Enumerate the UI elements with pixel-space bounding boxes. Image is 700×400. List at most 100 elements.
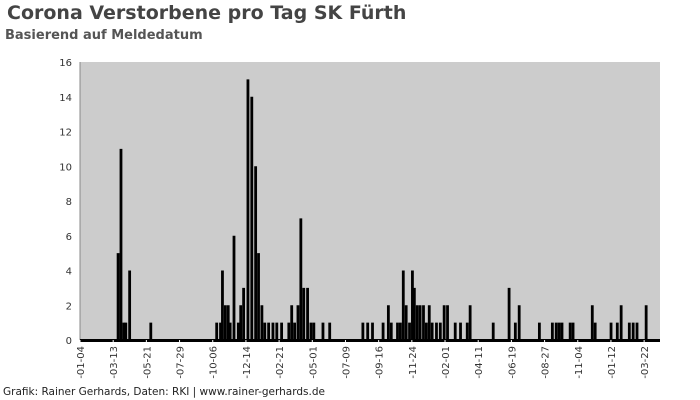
- data-bar: [468, 305, 472, 340]
- data-bar: [507, 287, 511, 340]
- data-bar: [242, 287, 246, 340]
- data-bar: [215, 322, 219, 340]
- y-tick-label: 8: [66, 197, 72, 208]
- data-bar: [280, 322, 284, 340]
- y-tick-label: 0: [66, 336, 72, 347]
- data-bar: [590, 305, 594, 340]
- chart-title: Corona Verstorbene pro Tag SK Fürth: [7, 2, 407, 24]
- x-tick-label: -01-04: [76, 346, 87, 379]
- x-tick-label: -05-01: [308, 346, 319, 379]
- data-bar: [128, 270, 132, 340]
- data-bar: [557, 322, 561, 340]
- data-bar: [396, 322, 399, 340]
- data-bar: [226, 305, 230, 340]
- data-bar: [627, 322, 631, 340]
- data-bar: [465, 322, 469, 340]
- data-bar: [122, 322, 126, 340]
- x-tick-label: -11-04: [574, 346, 585, 379]
- data-bar: [296, 305, 300, 340]
- data-bar: [119, 148, 123, 340]
- x-tick-label: -07-09: [341, 346, 352, 379]
- x-tick-label: -02-21: [275, 346, 286, 379]
- y-tick-label: 16: [59, 58, 72, 69]
- data-bar: [571, 322, 575, 340]
- data-bar: [287, 322, 291, 340]
- data-bar: [401, 270, 405, 340]
- data-bar: [228, 322, 232, 340]
- data-bar: [263, 322, 267, 340]
- data-bar: [615, 322, 619, 340]
- data-bar: [299, 218, 303, 340]
- data-bar: [404, 305, 408, 340]
- data-bar: [236, 322, 240, 340]
- plot-area: [80, 62, 660, 340]
- chart-subtitle: Basierend auf Meldedatum: [5, 28, 203, 43]
- data-bar: [644, 305, 648, 340]
- data-bar: [328, 322, 332, 340]
- data-bar: [381, 322, 385, 340]
- y-tick-label: 12: [59, 128, 72, 139]
- data-bar: [221, 270, 224, 340]
- data-bar: [306, 287, 309, 340]
- x-tick-label: -04-11: [474, 346, 485, 379]
- data-bar: [398, 322, 402, 340]
- data-bar: [271, 322, 275, 340]
- data-bar: [366, 322, 370, 340]
- x-axis-baseline: [80, 339, 660, 342]
- data-bar: [418, 305, 422, 340]
- data-bar: [430, 322, 434, 340]
- data-bar: [260, 305, 264, 340]
- y-tick-label: 6: [66, 232, 72, 243]
- data-bar: [389, 322, 393, 340]
- data-bar: [442, 305, 446, 340]
- data-bar: [554, 322, 558, 340]
- x-tick-label: -06-19: [507, 346, 518, 379]
- y-tick-label: 2: [66, 301, 72, 312]
- data-bar: [408, 322, 411, 340]
- data-bar: [560, 322, 564, 340]
- data-bar: [257, 253, 260, 340]
- data-bar: [361, 322, 365, 340]
- x-tick-label: -03-13: [109, 346, 120, 379]
- data-bar: [446, 305, 449, 340]
- data-bar: [219, 322, 222, 340]
- y-tick-label: 14: [59, 93, 72, 104]
- data-bar: [239, 305, 243, 340]
- x-tick-label: -12-14: [242, 346, 253, 379]
- data-bar: [517, 305, 521, 340]
- x-tick-label: -02-01: [441, 346, 452, 379]
- data-bar: [411, 270, 414, 340]
- x-tick-label: -08-27: [541, 346, 552, 379]
- data-bar: [116, 253, 120, 340]
- data-bar: [250, 96, 254, 340]
- data-bar: [593, 322, 597, 340]
- data-bar: [609, 322, 613, 340]
- data-bar: [537, 322, 541, 340]
- data-bar: [321, 322, 325, 340]
- data-bar: [386, 305, 390, 340]
- data-bar: [275, 322, 279, 340]
- data-bar: [435, 322, 438, 340]
- data-bar: [513, 322, 517, 340]
- data-bar: [453, 322, 457, 340]
- data-bar: [246, 79, 250, 340]
- x-tick-label: -11-24: [408, 346, 419, 379]
- data-bar: [267, 322, 271, 340]
- data-bar: [568, 322, 572, 340]
- x-tick-label: -10-06: [209, 346, 220, 379]
- data-bar: [415, 305, 419, 340]
- data-bar: [424, 322, 428, 340]
- footer-credit: Grafik: Rainer Gerhards, Daten: RKI | ww…: [3, 386, 328, 399]
- data-bar: [631, 322, 635, 340]
- data-bar: [149, 322, 153, 340]
- data-bar: [254, 166, 258, 340]
- y-tick-label: 10: [59, 162, 72, 173]
- data-bar: [438, 322, 442, 340]
- x-tick-label: -05-21: [142, 346, 153, 379]
- data-bar: [371, 322, 374, 340]
- x-tick-label: -09-16: [375, 346, 386, 379]
- data-bar: [459, 322, 462, 340]
- data-bar: [427, 305, 431, 340]
- data-bar: [290, 305, 294, 340]
